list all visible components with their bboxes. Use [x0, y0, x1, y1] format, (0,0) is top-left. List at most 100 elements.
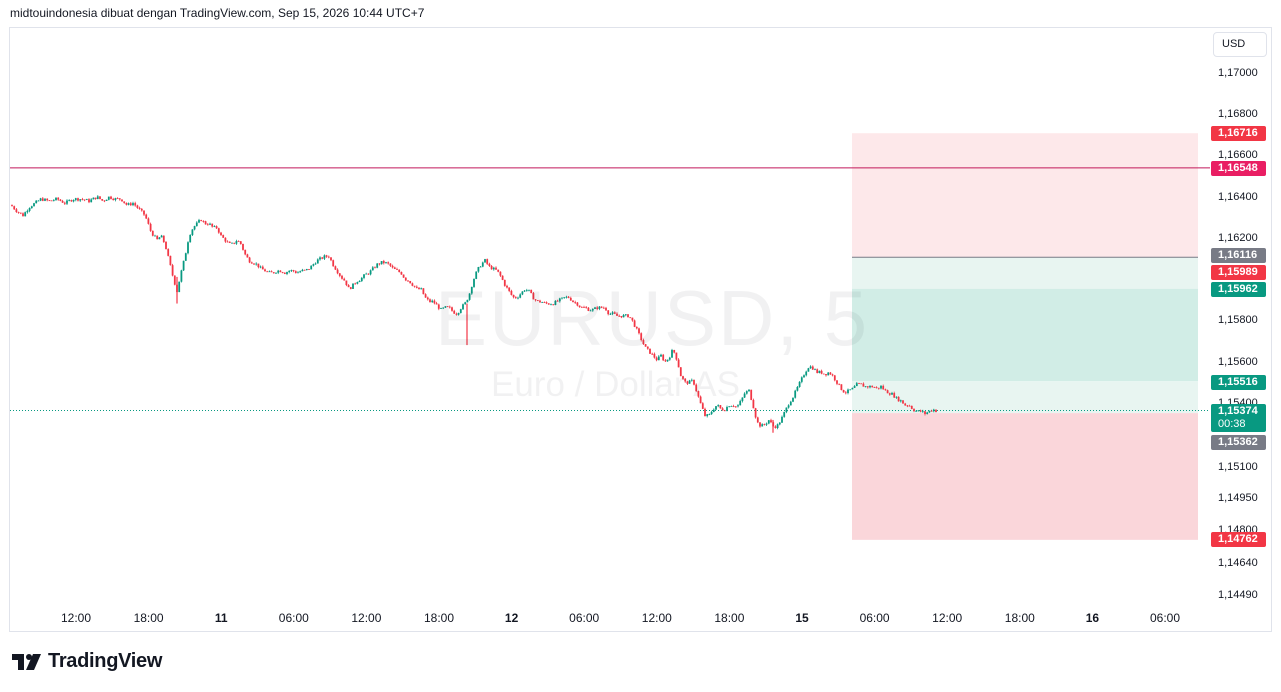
candle-body-281 [629, 317, 632, 319]
candle-body-368 [820, 370, 823, 374]
candle-body-202 [455, 313, 458, 315]
candle-body-94 [217, 228, 220, 233]
candle-body-294 [657, 356, 660, 361]
candle-body-360 [803, 375, 805, 378]
time-tick-6: 12 [504, 611, 519, 625]
candle-body-194 [437, 304, 440, 309]
candle-body-29 [74, 198, 77, 200]
candle-body-121 [277, 270, 280, 273]
candle-body-226 [508, 287, 511, 291]
candle-body-305 [682, 376, 684, 379]
candle-body-411 [915, 410, 918, 412]
candle-body-198 [446, 306, 449, 308]
tradingview-logo[interactable]: TradingView [12, 650, 162, 673]
candle-body-171 [387, 262, 390, 264]
candle-body-36 [90, 199, 93, 203]
candle-body-361 [805, 371, 808, 376]
time-tick-9: 18:00 [714, 611, 745, 625]
price-plot[interactable] [10, 28, 1273, 633]
candle-body-339 [756, 417, 759, 423]
price-tick-2: 1,16600 [1218, 149, 1258, 161]
candle-body-56 [134, 203, 137, 206]
candle-body-69 [162, 235, 165, 243]
candle-body-298 [666, 359, 669, 362]
bar-countdown: 00:38 [1218, 418, 1246, 430]
candle-body-239 [536, 300, 539, 301]
candle-body-316 [706, 414, 709, 417]
time-tick-1: 18:00 [133, 611, 164, 625]
candle-body-240 [539, 300, 541, 303]
candle-body-326 [728, 406, 731, 408]
candle-body-279 [624, 314, 627, 316]
candle-body-324 [723, 410, 726, 412]
candle-body-222 [499, 271, 502, 276]
candle-body-18 [50, 200, 53, 202]
candle-body-137 [312, 264, 315, 266]
candle-body-111 [255, 263, 258, 265]
candle-body-50 [121, 199, 123, 202]
candle-body-57 [136, 205, 139, 208]
candle-body-166 [376, 263, 379, 268]
candle-body-19 [52, 200, 55, 201]
candle-body-389 [866, 386, 869, 388]
candle-body-186 [420, 288, 423, 290]
candle-body-384 [855, 383, 858, 387]
price-tick-3: 1,16400 [1218, 191, 1258, 203]
candle-body-415 [924, 411, 926, 414]
candle-body-321 [717, 405, 720, 407]
candle-body-108 [248, 257, 251, 263]
candle-body-31 [79, 199, 82, 201]
candle-body-197 [444, 306, 447, 308]
candle-body-366 [816, 369, 819, 373]
candle-body-225 [506, 285, 508, 288]
candle-body-318 [710, 411, 713, 415]
candle-body-15 [44, 198, 46, 201]
candle-body-372 [829, 372, 832, 375]
candle-body-347 [774, 426, 777, 428]
candle-body-11 [35, 200, 38, 204]
candle-body-66 [156, 235, 159, 240]
candle-body-59 [140, 208, 143, 211]
candle-body-215 [484, 259, 486, 263]
candle-body-25 [66, 200, 68, 204]
candle-body-304 [679, 367, 682, 377]
candle-body-159 [360, 277, 363, 282]
candle-body-299 [668, 357, 671, 360]
time-tick-13: 18:00 [1004, 611, 1035, 625]
candle-body-349 [778, 422, 781, 425]
currency-button[interactable]: USD [1213, 32, 1267, 57]
price-tick-5: 1,15800 [1218, 314, 1258, 326]
candle-body-327 [730, 406, 733, 407]
candle-body-165 [374, 267, 376, 269]
candle-body-257 [576, 302, 579, 306]
position-zone-2 [852, 288, 1198, 382]
candle-body-129 [294, 271, 297, 273]
candle-body-233 [523, 290, 526, 292]
candle-body-375 [836, 380, 838, 384]
candle-body-268 [600, 306, 603, 308]
candle-body-144 [327, 256, 330, 258]
candle-body-187 [422, 288, 425, 295]
candle-body-82 [191, 229, 194, 235]
candle-body-28 [72, 199, 75, 202]
chart-header: midtouindonesia dibuat dengan TradingVie… [10, 6, 425, 20]
candle-body-350 [781, 416, 783, 423]
candle-body-76 [178, 281, 181, 293]
candle-body-68 [160, 235, 163, 238]
candle-body-286 [640, 333, 643, 341]
candle-body-217 [488, 263, 491, 266]
time-tick-15: 06:00 [1149, 611, 1181, 625]
candle-body-315 [704, 408, 706, 417]
candle-body-241 [541, 302, 544, 303]
position-zone-1 [852, 257, 1198, 289]
candle-body-249 [558, 298, 561, 302]
candle-body-105 [242, 244, 244, 250]
candle-body-5 [22, 213, 24, 217]
candle-body-306 [684, 378, 687, 382]
candle-body-157 [356, 282, 359, 284]
candle-body-43 [105, 199, 108, 201]
candle-body-380 [847, 389, 849, 394]
candle-body-267 [598, 306, 601, 309]
chart-frame[interactable]: EURUSD, 5 Euro / Dollar AS [9, 27, 1272, 632]
candle-body-203 [457, 312, 460, 315]
